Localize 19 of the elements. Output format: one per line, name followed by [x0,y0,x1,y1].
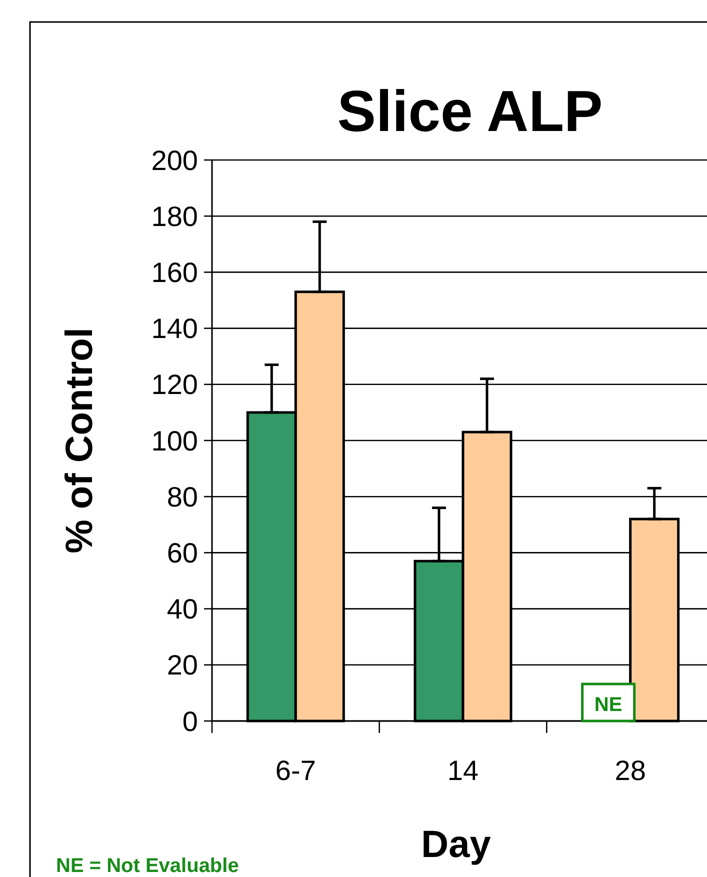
x-tick-label: 14 [447,755,479,786]
text: NE = Not Evaluable [56,855,239,877]
x-tick-label: 6-7 [275,755,316,786]
y-tick-label: 80 [166,481,198,512]
y-tick-label: 20 [166,650,198,681]
y-tick-label: 40 [166,594,198,625]
y-tick-label: 100 [151,425,198,456]
x-axis-title: Day [421,824,491,866]
y-tick-label: 0 [182,706,198,737]
y-tick-label: 180 [151,200,198,232]
y-tick-label: 200 [151,144,198,176]
chart-title: Slice ALP [337,79,603,144]
y-tick-label: 140 [151,313,198,344]
y-tick-label: 60 [166,538,198,568]
x-tick-label: 28 [614,755,646,786]
y-axis-title: % of Control [59,328,101,554]
y-tick-label: 160 [151,257,198,288]
annotation: NE [594,694,622,716]
y-tick-label: 120 [151,369,198,400]
